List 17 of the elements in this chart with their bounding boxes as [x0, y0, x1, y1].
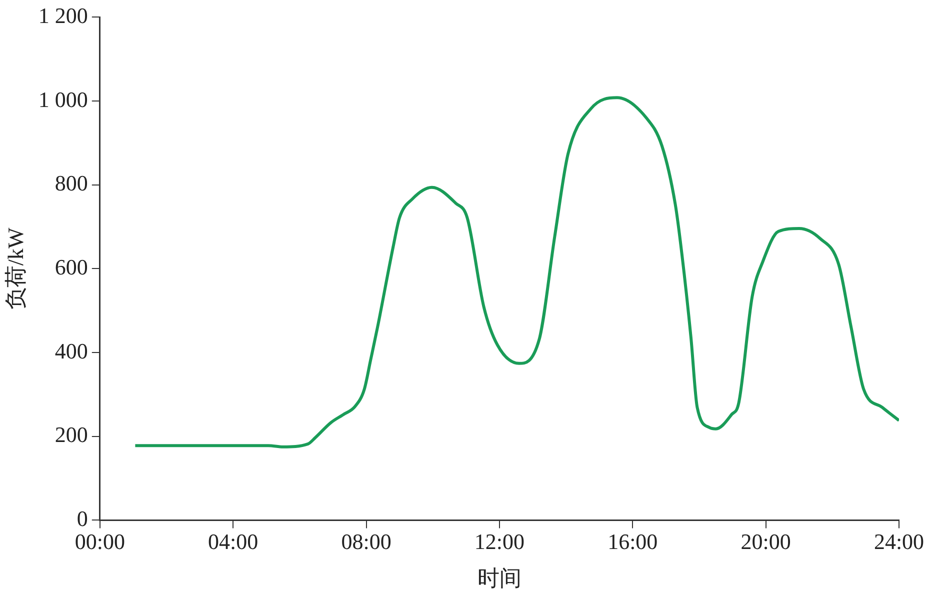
- y-tick-label: 400: [54, 338, 88, 364]
- x-tick-label: 04:00: [208, 529, 258, 554]
- x-axis-title: 时间: [477, 566, 522, 591]
- x-tick-label: 20:00: [740, 529, 791, 554]
- line-series: [134, 96, 899, 448]
- y-tick-label: 600: [54, 254, 88, 280]
- x-tick-label: 00:00: [74, 529, 125, 554]
- y-axis-title: 负荷/kW: [2, 228, 28, 310]
- x-tick-label: 12:00: [474, 529, 525, 554]
- y-tick-label: 1 200: [38, 2, 88, 28]
- y-tick-label: 200: [54, 422, 88, 448]
- y-tick-label: 0: [76, 506, 88, 531]
- x-tick-label: 24:00: [874, 529, 924, 554]
- y-tick-label: 1 000: [38, 86, 88, 112]
- y-tick-label: 800: [54, 170, 88, 196]
- x-tick-label: 08:00: [341, 529, 392, 554]
- x-tick-label: 16:00: [608, 529, 658, 554]
